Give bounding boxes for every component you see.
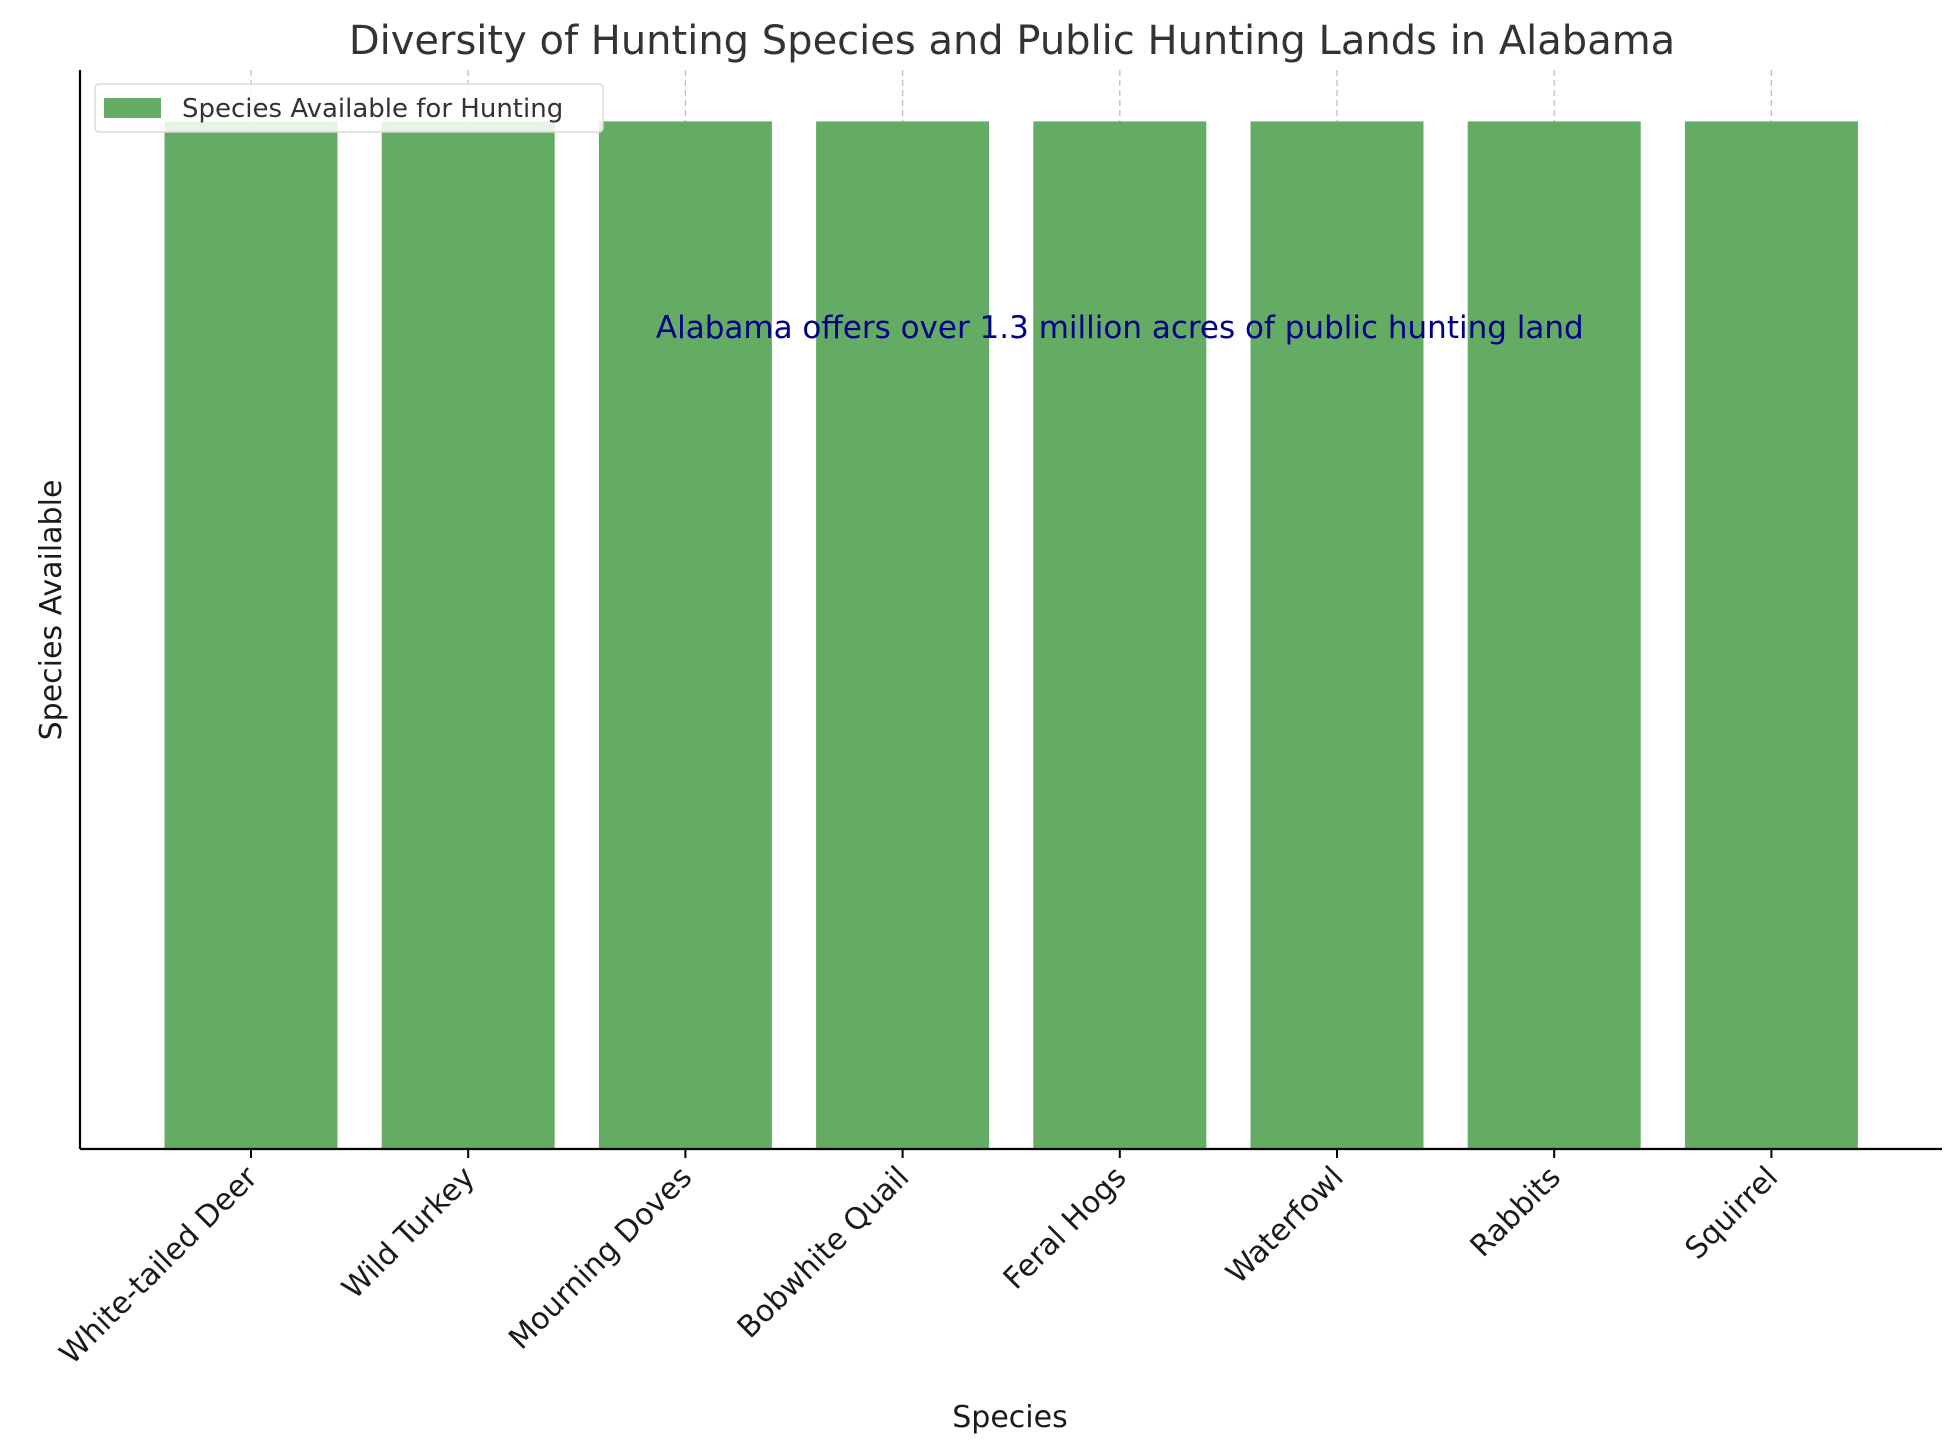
bar bbox=[816, 121, 990, 1149]
bar bbox=[1684, 121, 1858, 1149]
bars bbox=[164, 121, 1858, 1149]
y-axis-label: Species Available bbox=[34, 480, 69, 741]
bar bbox=[1250, 121, 1424, 1149]
chart-title: Diversity of Hunting Species and Public … bbox=[349, 18, 1675, 64]
bar bbox=[1033, 121, 1207, 1149]
x-tick-label: Waterfowl bbox=[1220, 1160, 1351, 1291]
bar bbox=[164, 121, 338, 1149]
legend-frame bbox=[94, 83, 604, 133]
legend: Species Available for Hunting bbox=[94, 83, 604, 133]
x-ticks: White-tailed Deer Wild Turkey Mourning Dov… bbox=[53, 1149, 1785, 1372]
bar bbox=[598, 121, 772, 1149]
x-tick-label: Wild Turkey bbox=[336, 1160, 482, 1306]
bar bbox=[381, 121, 555, 1149]
annotation-text: Alabama offers over 1.3 million acres of… bbox=[656, 310, 1584, 346]
x-tick-label: Feral Hogs bbox=[997, 1160, 1134, 1297]
x-tick-label: Squirrel bbox=[1678, 1160, 1785, 1267]
x-tick-label: White-tailed Deer bbox=[53, 1159, 265, 1371]
x-axis-label: Species bbox=[952, 1400, 1067, 1435]
x-tick-label: Bobwhite Quail bbox=[731, 1160, 916, 1345]
x-tick-label: Rabbits bbox=[1464, 1160, 1568, 1264]
bar bbox=[1467, 121, 1641, 1149]
axes bbox=[78, 70, 1942, 1151]
legend-label: Species Available for Hunting bbox=[182, 94, 563, 124]
x-tick-label: Mourning Doves bbox=[502, 1160, 699, 1357]
legend-swatch bbox=[104, 98, 161, 118]
